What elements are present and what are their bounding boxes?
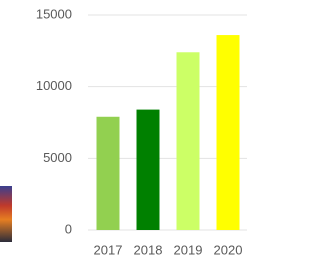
chart: 0 5000 10000 15000 2017 2018 2019 2020 xyxy=(0,0,247,263)
x-tick-label: 2019 xyxy=(174,242,203,257)
page: {"chart_data": {"type": "bar", "categori… xyxy=(0,0,247,263)
x-tick-label: 2017 xyxy=(94,242,123,257)
y-tick-label: 15000 xyxy=(36,6,72,21)
thumbnail-fragment xyxy=(0,186,12,242)
y-tick-label: 5000 xyxy=(43,150,72,165)
y-tick-label: 10000 xyxy=(36,78,72,93)
bar xyxy=(137,110,160,230)
x-tick-label: 2018 xyxy=(134,242,163,257)
bar xyxy=(177,52,200,230)
bar xyxy=(217,35,240,230)
x-tick-label: 2020 xyxy=(214,242,243,257)
y-tick-label: 0 xyxy=(65,221,72,236)
bar xyxy=(97,117,120,230)
